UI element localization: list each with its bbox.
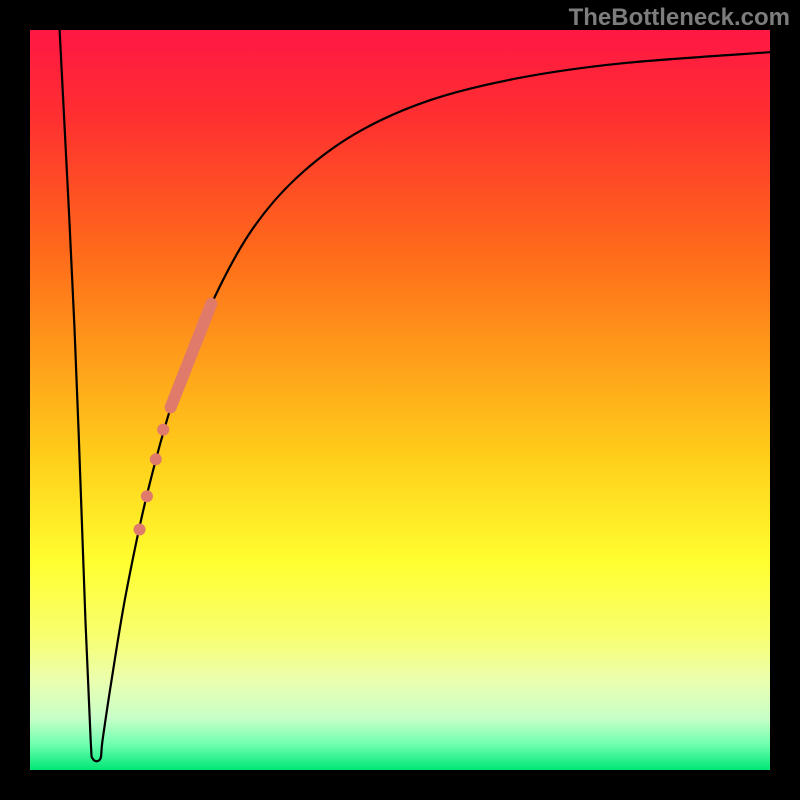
highlight-dot [141,490,153,502]
plot-background [30,30,770,770]
watermark: TheBottleneck.com [569,4,790,32]
highlight-dot [157,424,169,436]
highlight-dot [134,524,146,536]
highlight-dot [150,453,162,465]
